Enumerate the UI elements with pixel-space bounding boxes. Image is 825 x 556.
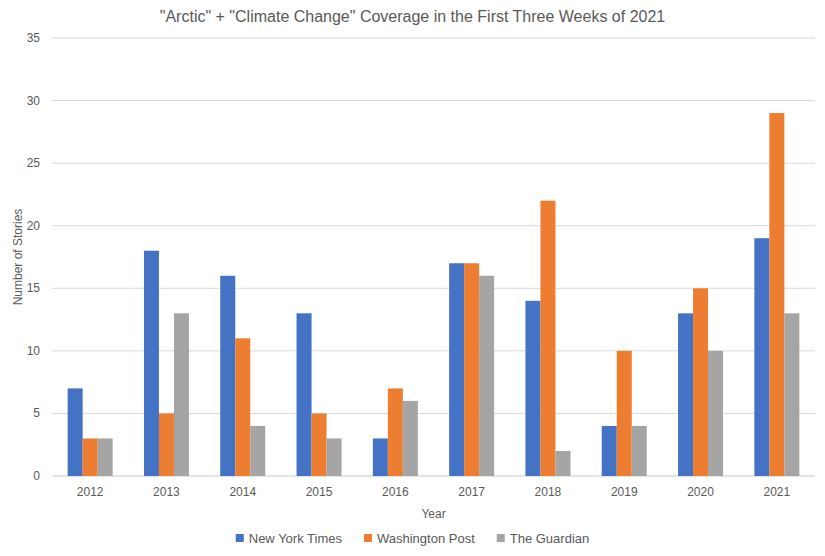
- bar: [235, 338, 250, 476]
- bar: [555, 451, 570, 476]
- y-tick-label: 25: [27, 156, 41, 170]
- bar: [449, 263, 464, 476]
- bar: [617, 351, 632, 476]
- chart-container: "Arctic" + "Climate Change" Coverage in …: [0, 0, 825, 556]
- bar: [464, 263, 479, 476]
- y-axis-title: Number of Stories: [11, 209, 25, 306]
- bar: [632, 426, 647, 476]
- bar: [174, 313, 189, 476]
- bar: [388, 388, 403, 476]
- grid-line: [52, 225, 815, 226]
- y-tick-label: 0: [33, 469, 40, 483]
- legend-swatch: [497, 534, 505, 542]
- legend-item: New York Times: [236, 531, 343, 546]
- bars: [68, 113, 800, 476]
- bar: [373, 438, 388, 476]
- x-tick-label: 2016: [382, 485, 409, 499]
- legend-label: The Guardian: [510, 531, 590, 546]
- y-tick-label: 30: [27, 94, 41, 108]
- y-tick-label: 15: [27, 281, 41, 295]
- x-tick-label: 2019: [611, 485, 638, 499]
- bar: [250, 426, 265, 476]
- legend-label: New York Times: [249, 531, 343, 546]
- y-tick-label: 10: [27, 344, 41, 358]
- x-tick-label: 2015: [306, 485, 333, 499]
- x-tick-label: 2020: [687, 485, 714, 499]
- bar: [83, 438, 98, 476]
- bar: [297, 313, 312, 476]
- y-tick-label: 35: [27, 31, 41, 45]
- bar: [220, 276, 235, 476]
- bar: [312, 413, 327, 476]
- y-tick-label: 5: [33, 406, 40, 420]
- legend-item: The Guardian: [497, 531, 590, 546]
- bar: [144, 251, 159, 476]
- grid-line: [52, 100, 815, 101]
- grid-line: [52, 38, 815, 39]
- bar: [98, 438, 113, 476]
- x-tick-label: 2014: [229, 485, 256, 499]
- bar: [769, 113, 784, 476]
- x-tick-label: 2017: [458, 485, 485, 499]
- bar: [678, 313, 693, 476]
- legend-item: Washington Post: [364, 531, 475, 546]
- x-tick-label: 2012: [77, 485, 104, 499]
- chart-svg: "Arctic" + "Climate Change" Coverage in …: [0, 0, 825, 556]
- bar: [602, 426, 617, 476]
- legend: New York Times Washington Post The Guardia…: [236, 531, 590, 546]
- bar: [68, 388, 83, 476]
- legend-label: Washington Post: [377, 531, 475, 546]
- bar: [754, 238, 769, 476]
- x-tick-label: 2018: [535, 485, 562, 499]
- bar: [540, 201, 555, 476]
- chart-title: "Arctic" + "Climate Change" Coverage in …: [160, 8, 666, 25]
- bar: [693, 288, 708, 476]
- bar: [784, 313, 799, 476]
- x-axis-title: Year: [421, 507, 445, 521]
- legend-swatch: [364, 534, 372, 542]
- x-tick-label: 2021: [763, 485, 790, 499]
- grid: [52, 38, 815, 476]
- bar: [159, 413, 174, 476]
- x-tick-label: 2013: [153, 485, 180, 499]
- bar: [479, 276, 494, 476]
- grid-line: [52, 163, 815, 164]
- y-tick-label: 20: [27, 219, 41, 233]
- bar: [403, 401, 418, 476]
- bar: [327, 438, 342, 476]
- bar: [525, 301, 540, 476]
- legend-swatch: [236, 534, 244, 542]
- bar: [708, 351, 723, 476]
